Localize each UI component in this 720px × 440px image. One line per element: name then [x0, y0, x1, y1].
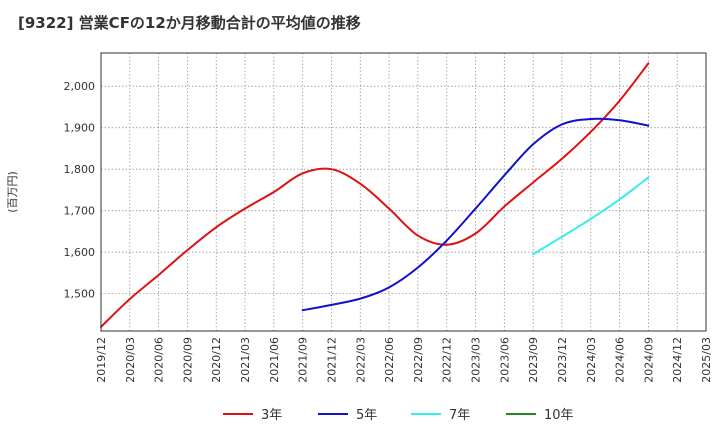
legend-label: 5年: [356, 408, 377, 423]
x-tick-label: 2024/12: [671, 337, 684, 383]
series-line-3: [532, 176, 650, 256]
x-tick-label: 2020/06: [153, 337, 166, 383]
y-tick-label: 1,800: [64, 163, 96, 176]
y-axis-label: (百万円): [6, 171, 19, 213]
chart-title: [9322] 営業CFの12か月移動合計の平均値の推移: [18, 14, 361, 32]
x-tick-label: 2020/09: [181, 337, 194, 383]
x-tick-label: 2025/03: [700, 337, 713, 383]
grid: [101, 53, 706, 331]
y-axis-ticks: 1,500 1,600 1,700 1,800 1,900 2,000: [64, 80, 96, 300]
y-tick-label: 2,000: [64, 80, 96, 93]
plot-area-frame: [100, 52, 707, 332]
x-tick-label: 2022/06: [383, 337, 396, 383]
legend-item: 7年: [411, 408, 470, 423]
x-tick-label: 2022/09: [412, 337, 425, 383]
x-tick-label: 2023/12: [556, 337, 569, 383]
series-lines: [100, 62, 650, 328]
x-tick-label: 2021/06: [268, 337, 281, 383]
y-tick-label: 1,600: [64, 246, 96, 259]
y-tick-label: 1,900: [64, 122, 96, 135]
x-tick-label: 2024/03: [585, 337, 598, 383]
x-tick-label: 2022/12: [441, 337, 454, 383]
y-tick-label: 1,500: [64, 288, 96, 301]
x-tick-label: 2022/03: [354, 337, 367, 383]
x-tick-label: 2021/12: [325, 337, 338, 383]
x-tick-label: 2024/06: [614, 337, 627, 383]
series-line-2: [301, 117, 650, 312]
series-line-1: [100, 62, 650, 328]
x-tick-label: 2021/03: [239, 337, 252, 383]
x-axis-ticks: 2019/12 2020/03 2020/06 2020/09 2020/12 2021/…: [95, 337, 713, 383]
legend-label: 7年: [449, 408, 470, 423]
legend-item: 10年: [506, 408, 574, 423]
legend-label: 10年: [544, 408, 574, 423]
x-tick-label: 2023/06: [498, 337, 511, 383]
x-tick-label: 2020/12: [210, 337, 223, 383]
x-tick-label: 2020/03: [124, 337, 137, 383]
legend-item: 3年: [223, 408, 282, 423]
legend-label: 3年: [261, 408, 282, 423]
legend: 3年 5年 7年 10年: [223, 408, 574, 423]
x-tick-label: 2023/09: [527, 337, 540, 383]
y-tick-label: 1,700: [64, 205, 96, 218]
x-tick-label: 2024/09: [642, 337, 655, 383]
x-tick-label: 2023/03: [470, 337, 483, 383]
x-tick-label: 2019/12: [95, 337, 108, 383]
legend-item: 5年: [318, 408, 377, 423]
x-tick-label: 2021/09: [297, 337, 310, 383]
